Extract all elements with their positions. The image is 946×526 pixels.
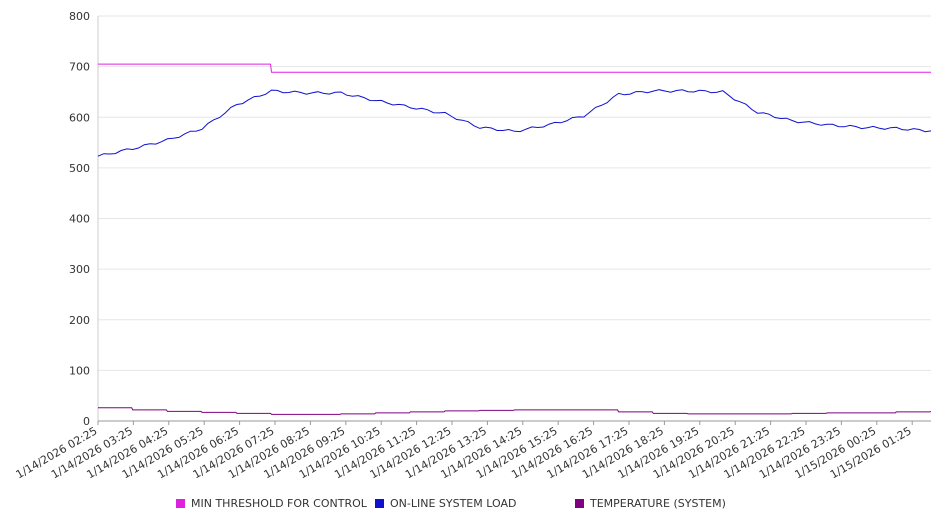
legend: MIN THRESHOLD FOR CONTROL ON-LINE SYSTEM… <box>0 497 946 515</box>
legend-item-min-threshold[interactable]: MIN THRESHOLD FOR CONTROL <box>176 497 367 510</box>
y-tick-label: 100 <box>69 364 90 377</box>
y-tick-label: 400 <box>69 213 90 226</box>
y-tick-label: 200 <box>69 314 90 327</box>
y-axis-ticks: 0 100 200 300 400 500 600 700 800 <box>69 10 90 428</box>
series-line-2 <box>98 407 932 415</box>
x-axis-ticks: 1/14/2026 02:251/14/2026 03:251/14/2026 … <box>14 421 914 481</box>
legend-item-temperature[interactable]: TEMPERATURE (SYSTEM) <box>575 497 726 510</box>
y-tick-label: 800 <box>69 10 90 23</box>
legend-item-system-load[interactable]: ON-LINE SYSTEM LOAD <box>375 497 516 510</box>
legend-label-system-load: ON-LINE SYSTEM LOAD <box>390 497 517 510</box>
grid <box>98 15 931 422</box>
series-lines <box>97 63 932 415</box>
series-line-0 <box>98 63 931 73</box>
legend-label-min-threshold: MIN THRESHOLD FOR CONTROL <box>191 497 367 510</box>
axes <box>97 16 931 422</box>
y-tick-label: 0 <box>83 415 90 428</box>
legend-swatch-min-threshold <box>176 499 185 508</box>
y-tick-label: 700 <box>69 61 90 74</box>
series-line-1 <box>97 89 932 157</box>
y-tick-label: 500 <box>69 162 90 175</box>
legend-swatch-system-load <box>375 499 384 508</box>
y-tick-label: 600 <box>69 111 90 124</box>
y-tick-label: 300 <box>69 263 90 276</box>
legend-swatch-temperature <box>575 499 584 508</box>
legend-label-temperature: TEMPERATURE (SYSTEM) <box>590 497 726 510</box>
